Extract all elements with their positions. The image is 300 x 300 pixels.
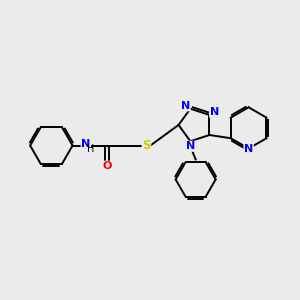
Text: S: S: [142, 139, 151, 152]
Text: N: N: [181, 101, 190, 111]
Text: O: O: [102, 161, 112, 171]
Text: N: N: [244, 143, 253, 154]
Text: N: N: [186, 141, 195, 151]
Text: N: N: [209, 107, 219, 117]
Text: H: H: [87, 143, 95, 154]
Text: N: N: [81, 140, 90, 149]
